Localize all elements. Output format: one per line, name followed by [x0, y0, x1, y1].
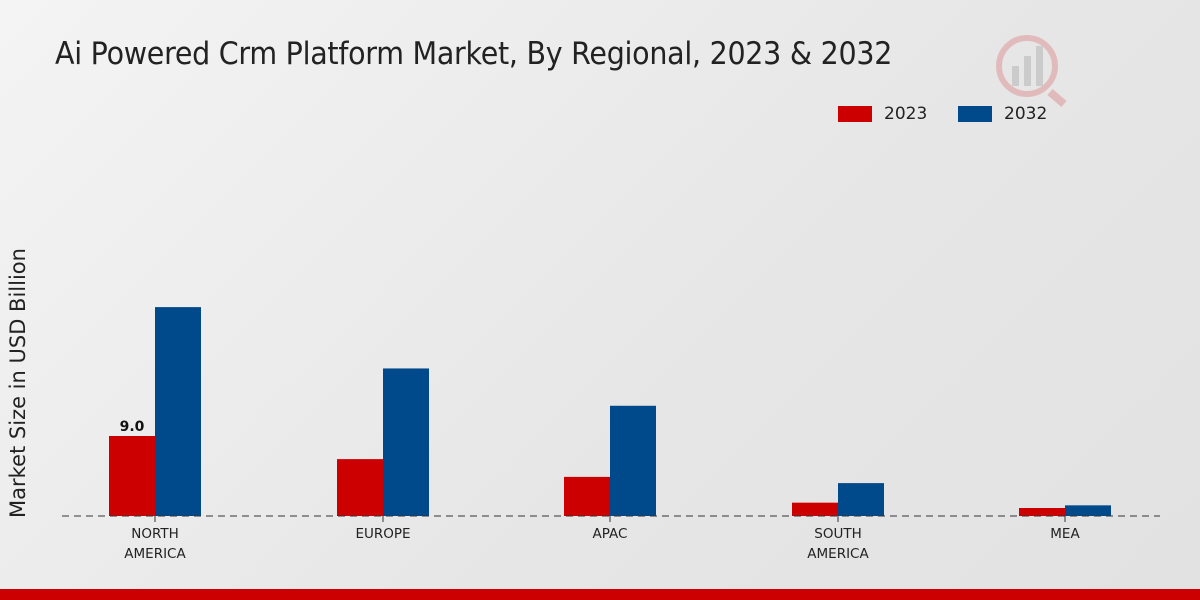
x-tick-label: NORTH AMERICA: [124, 526, 186, 562]
bar-2023-apac: [564, 476, 610, 516]
legend-swatch-2023: [838, 106, 872, 122]
x-tick-label: EUROPE: [355, 526, 410, 542]
data-label: 9.0: [120, 419, 145, 435]
bar-2032-mea: [1065, 505, 1111, 516]
legend-label-2032: 2032: [1004, 104, 1048, 124]
bar-2032-europe: [383, 368, 429, 516]
bar-2023-north-america: [109, 436, 155, 516]
bar-2032-north-america: [155, 307, 201, 516]
bar-2023-europe: [337, 459, 383, 516]
bar-2032-apac: [610, 405, 656, 516]
bar-2032-south-america: [838, 483, 884, 516]
x-tick-label: SOUTH AMERICA: [807, 526, 869, 562]
legend-swatch-2032: [958, 106, 992, 122]
bottom-accent-bar: [0, 589, 1200, 600]
x-tick-label: MEA: [1050, 526, 1080, 542]
x-tick-label: APAC: [593, 526, 628, 542]
chart-title: Ai Powered Crm Platform Market, By Regio…: [55, 36, 893, 72]
legend-item-2032: 2032: [958, 104, 1047, 124]
legend-item-2023: 2023: [838, 104, 927, 124]
bar-2023-south-america: [792, 502, 838, 516]
legend-label-2023: 2023: [884, 104, 928, 124]
bar-2023-mea: [1019, 508, 1065, 516]
logo-watermark-icon: [996, 35, 1067, 108]
